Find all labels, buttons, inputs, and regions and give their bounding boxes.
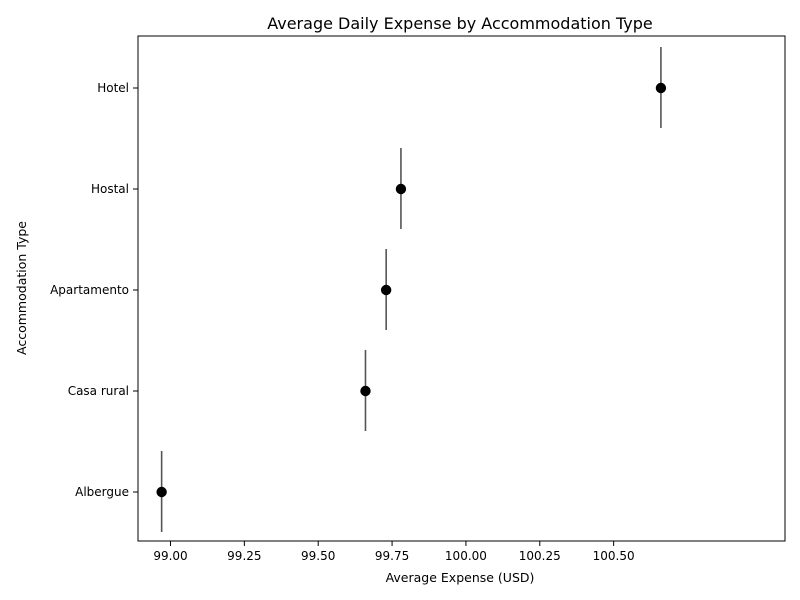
x-tick-label: 100.50 [593,549,635,563]
chart-title: Average Daily Expense by Accommodation T… [267,14,653,33]
y-tick-label: Hotel [97,81,129,95]
x-axis: 99.00 99.25 99.50 99.75 100.00 100.25 100.50 [153,541,635,563]
y-axis: Hotel Hostal Apartamento Casa rural Albergue [50,81,138,499]
data-point [360,385,371,397]
x-tick-label: 99.50 [301,549,335,563]
data-point [655,82,667,94]
y-tick-label: Hostal [91,182,129,196]
data-point [395,183,407,195]
y-tick-label: Albergue [75,485,129,499]
y-tick-label: Apartamento [50,283,129,297]
x-tick-label: 99.25 [227,549,261,563]
x-tick-label: 100.00 [445,549,487,563]
x-tick-label: 99.00 [153,549,187,563]
y-axis-label: Accommodation Type [14,221,29,355]
x-tick-label: 99.75 [375,549,409,563]
x-axis-label: Average Expense (USD) [386,570,535,585]
plot-area [137,35,786,542]
data-point [156,486,167,498]
data-marks [156,47,667,532]
data-point [380,284,392,296]
x-tick-label: 100.25 [519,549,561,563]
y-tick-label: Casa rural [68,384,129,398]
